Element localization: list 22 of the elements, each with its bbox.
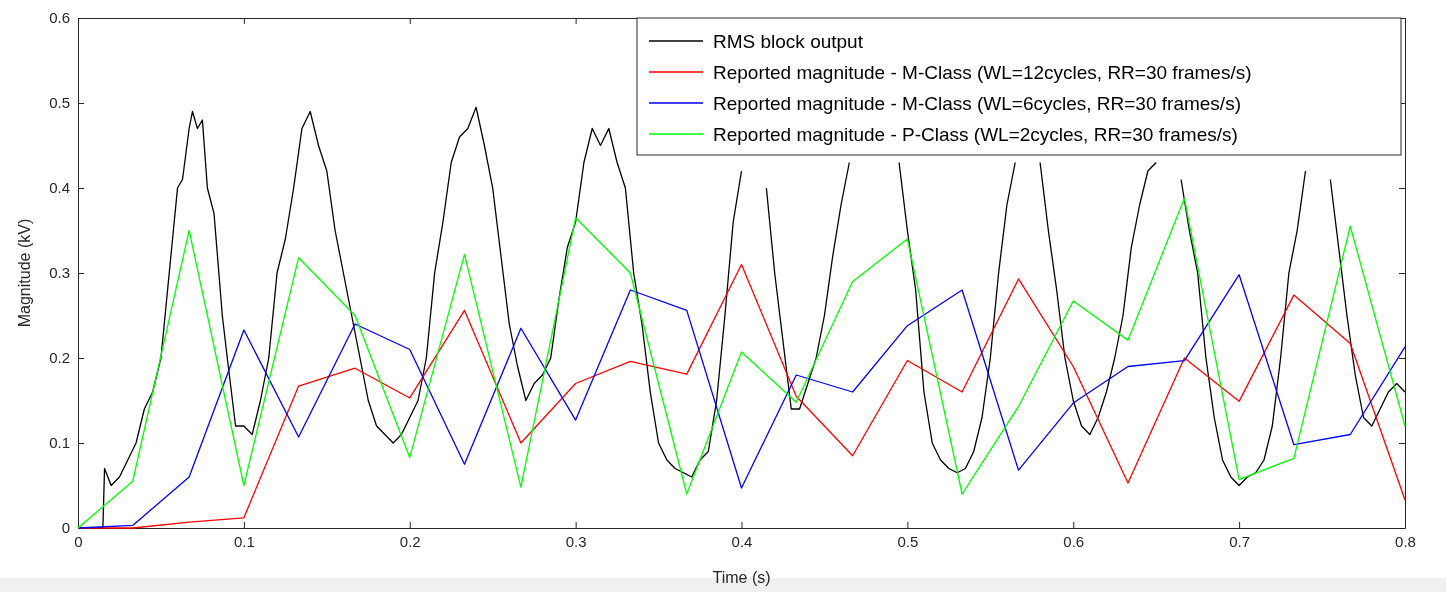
y-tick-label: 0.1	[49, 434, 70, 452]
x-tick-label: 0.6	[1063, 532, 1085, 550]
legend-label: RMS block output	[713, 31, 864, 52]
y-axis-title: Magnitude (kV)	[16, 218, 33, 328]
x-tick-label: 0.7	[1229, 532, 1251, 550]
x-tick-label: 0.8	[1395, 532, 1416, 550]
x-tick-label: 0.4	[731, 532, 753, 550]
legend-label: Reported magnitude - M-Class (WL=6cycles, RR=30 frames/s)	[713, 93, 1241, 114]
y-tick-label: 0.5	[49, 94, 70, 112]
y-tick-label: 0.4	[49, 179, 70, 197]
y-tick-label: 0.6	[49, 9, 70, 27]
x-tick-label: 0.2	[399, 532, 421, 550]
x-axis-title: Time (s)	[712, 569, 771, 586]
x-tick-label: 0.5	[897, 532, 919, 550]
legend-label: Reported magnitude - M-Class (WL=12cycles, RR=30 frames/s)	[713, 62, 1252, 83]
y-tick-label: 0	[61, 519, 70, 537]
x-tick-label: 0.1	[233, 532, 255, 550]
x-tick-label: 0.3	[565, 532, 587, 550]
y-tick-label: 0.3	[49, 264, 70, 282]
y-tick-label: 0.2	[49, 349, 70, 367]
x-tick-label: 0	[74, 532, 83, 550]
legend-label: Reported magnitude - P-Class (WL=2cycles, RR=30 frames/s)	[713, 124, 1238, 145]
